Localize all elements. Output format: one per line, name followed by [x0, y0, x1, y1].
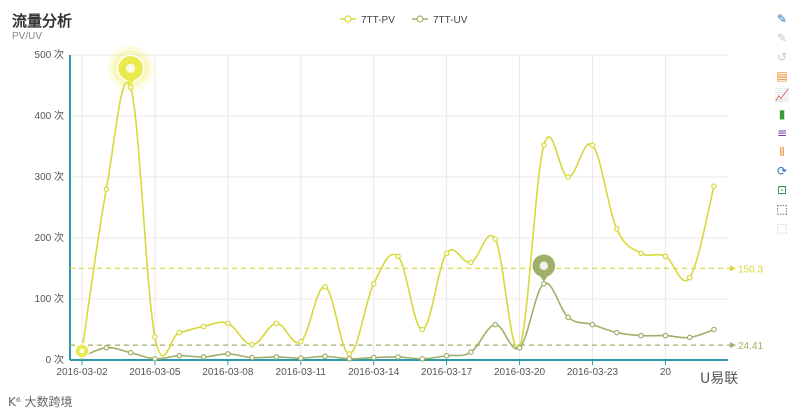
data-point-7tt-uv	[103, 344, 110, 351]
tiled-icon[interactable]: ⦀	[779, 145, 785, 159]
chart-toolbox: ✎ ✎ ↺ ▤ 📈 ▮ ≡ ⦀ ⟳ ⊡ ⬚ ⬚	[772, 12, 792, 235]
data-point-7tt-uv	[346, 355, 353, 362]
data-point-7tt-uv	[419, 355, 426, 362]
data-point-7tt-uv	[492, 321, 499, 328]
data-point-7tt-uv	[638, 332, 644, 339]
data-point-7tt-uv	[686, 334, 693, 341]
data-point-7tt-pv	[662, 253, 669, 260]
y-tick-label: 200 次	[35, 231, 64, 244]
legend-label: 7TT-UV	[433, 15, 468, 26]
y-tick-label: 300 次	[35, 170, 64, 183]
x-tick-label: 2016-03-17	[421, 367, 473, 378]
average-mark-label: 24.41	[738, 341, 763, 352]
data-point-7tt-pv	[395, 253, 401, 260]
data-point-7tt-uv	[322, 353, 328, 360]
data-point-7tt-uv	[468, 349, 474, 355]
data-point-7tt-uv	[395, 354, 401, 360]
data-point-7tt-pv	[492, 236, 499, 243]
mark-point-pin	[126, 79, 135, 86]
mark-point-center	[126, 63, 136, 73]
data-point-7tt-uv	[297, 355, 304, 361]
y-tick-label: 0 次	[46, 353, 64, 366]
data-point-7tt-uv	[249, 354, 255, 361]
data-point-7tt-uv	[541, 280, 547, 287]
x-tick-label: 2016-03-14	[348, 367, 400, 378]
restore-icon[interactable]: ⬚	[776, 202, 788, 216]
x-tick-label: 2016-03-23	[567, 367, 619, 378]
data-point-7tt-pv	[297, 338, 304, 345]
x-tick-label: 20	[660, 367, 672, 378]
data-point-7tt-uv	[613, 329, 620, 336]
stack-icon[interactable]: ≡	[776, 126, 788, 140]
watermark-right: U易联	[700, 371, 739, 387]
y-tick-label: 100 次	[35, 292, 64, 305]
data-point-7tt-pv	[686, 274, 693, 281]
data-view-icon[interactable]: ▤	[776, 69, 788, 83]
x-tick-label: 2016-03-11	[276, 367, 327, 378]
data-point-7tt-pv	[370, 280, 377, 287]
x-tick-label: 2016-03-20	[494, 367, 546, 378]
save-image-icon[interactable]: ⊡	[776, 183, 788, 197]
data-point-7tt-uv	[516, 344, 523, 351]
average-mark-label: 150.3	[738, 264, 763, 275]
data-point-7tt-uv	[273, 354, 280, 360]
data-point-7tt-pv	[638, 250, 644, 257]
data-point-7tt-pv	[225, 320, 231, 327]
data-point-7tt-uv	[176, 352, 183, 359]
undo-icon[interactable]: ↺	[776, 50, 788, 64]
data-point-7tt-pv	[443, 250, 450, 257]
chart-title: 流量分析	[12, 13, 73, 30]
series-line-7tt-uv	[81, 282, 715, 360]
legend-swatch-dot	[416, 15, 424, 23]
series-line-7tt-pv	[81, 81, 715, 357]
data-point-7tt-pv	[273, 320, 280, 327]
line-chart-icon[interactable]: 📈	[774, 88, 790, 102]
data-point-7tt-uv	[152, 355, 158, 362]
data-point-7tt-pv	[346, 351, 353, 357]
data-point-7tt-uv	[443, 352, 450, 359]
data-point-7tt-pv	[613, 226, 620, 232]
data-point-7tt-uv	[589, 321, 596, 328]
legend-swatch-dot	[344, 15, 352, 23]
average-mark-arrow	[730, 265, 736, 272]
chart-subtitle: PV/UV	[12, 31, 43, 42]
mark-point-center	[79, 348, 85, 354]
data-point-7tt-uv	[127, 349, 134, 356]
x-tick-label: 2016-03-08	[202, 367, 254, 378]
legend-label: 7TT-PV	[361, 15, 395, 26]
average-mark-arrow	[730, 342, 736, 349]
data-point-7tt-uv	[370, 354, 377, 361]
pencil-icon[interactable]: ✎	[776, 12, 788, 26]
data-point-7tt-pv	[249, 341, 255, 348]
data-point-7tt-uv	[225, 351, 231, 357]
y-tick-label: 400 次	[35, 109, 64, 122]
data-point-7tt-pv	[711, 183, 717, 189]
eraser-icon[interactable]: ✎	[776, 31, 788, 45]
x-tick-label: 2016-03-05	[129, 367, 181, 378]
data-point-7tt-uv	[662, 332, 669, 339]
y-tick-label: 500 次	[35, 48, 64, 61]
mark-point-pin	[539, 275, 548, 282]
data-point-7tt-pv	[565, 174, 571, 180]
data-point-7tt-pv	[322, 283, 328, 290]
data-point-7tt-pv	[468, 259, 474, 266]
data-point-7tt-uv	[565, 314, 571, 321]
x-tick-label: 2016-03-02	[56, 367, 108, 378]
data-point-7tt-pv	[541, 142, 547, 149]
zoom-icon[interactable]: ⬚	[776, 221, 788, 235]
bar-chart-icon[interactable]: ▮	[778, 107, 786, 121]
data-point-7tt-pv	[200, 323, 207, 330]
data-point-7tt-pv	[103, 186, 110, 193]
refresh-icon[interactable]: ⟳	[776, 164, 788, 178]
mark-point-center	[539, 261, 549, 270]
watermark-left: K⁶ 大数跨境	[8, 395, 73, 409]
data-point-7tt-uv	[200, 354, 207, 360]
data-point-7tt-uv	[711, 326, 717, 333]
data-point-7tt-pv	[176, 329, 183, 336]
data-point-7tt-pv	[589, 142, 596, 149]
data-point-7tt-pv	[152, 334, 158, 340]
data-point-7tt-pv	[419, 326, 426, 333]
